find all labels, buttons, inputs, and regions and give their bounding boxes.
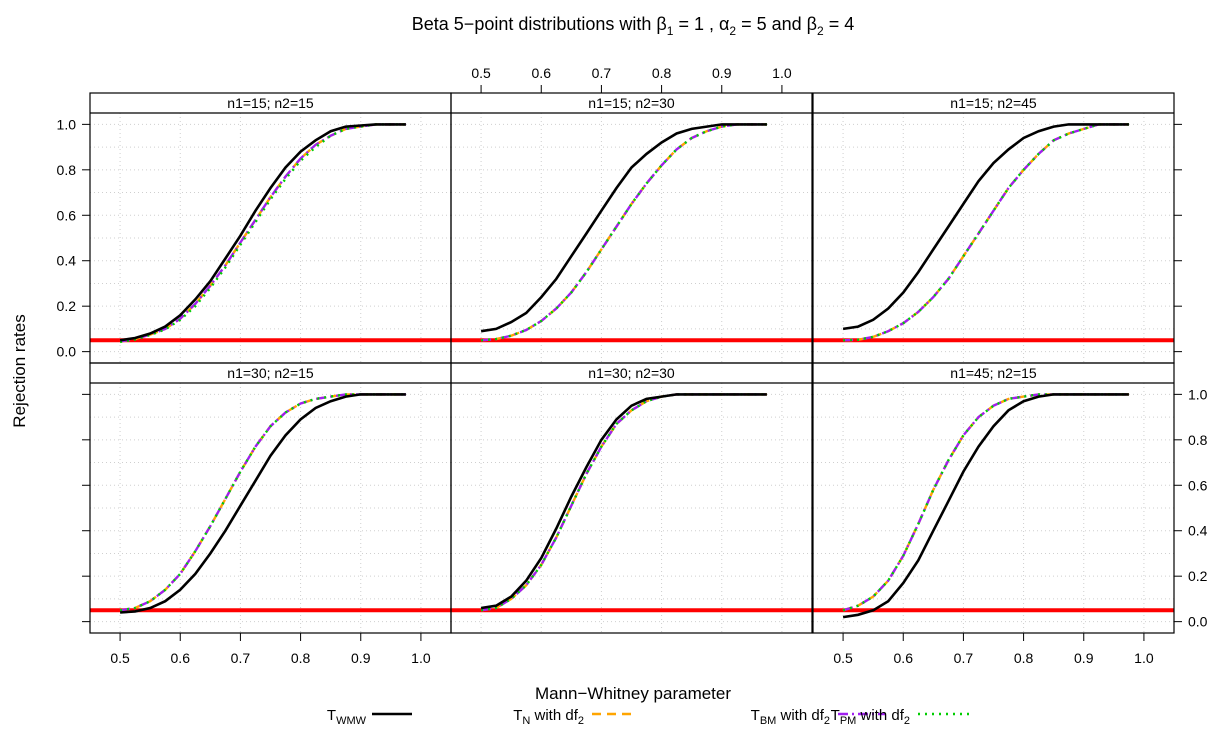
series-line-3-panel-3	[843, 123, 1129, 342]
panel-strip-2	[451, 93, 812, 113]
y-tick-label: 0.0	[1188, 614, 1208, 630]
panel-frame	[450, 362, 813, 634]
x-tick-label: 0.7	[592, 65, 612, 81]
y-tick-label: 1.0	[1188, 386, 1208, 402]
series-line-1-panel-6	[842, 393, 1129, 619]
panel-frame	[450, 92, 813, 364]
panel-title-1: n1=15; n2=15	[227, 95, 314, 111]
series-line-3-panel-1	[119, 123, 406, 343]
y-tick-label: 0.4	[57, 253, 77, 269]
x-tick-label: 0.7	[231, 650, 251, 666]
series-line-3-panel-6	[842, 393, 1129, 612]
legend: TWMW TN with df2 TBM with df2 TPM with df2	[327, 707, 970, 727]
x-tick-label: 1.0	[1134, 650, 1154, 666]
panel-strip-4	[90, 363, 451, 383]
panel-strip-3	[813, 93, 1174, 113]
chart-title: Beta 5−point distributions with β1 = 1 ,…	[412, 14, 854, 38]
y-tick-label: 1.0	[57, 116, 77, 132]
series-line-2-panel-5	[480, 393, 767, 612]
series-line-2-panel-6	[842, 393, 1129, 612]
y-tick-label: 0.6	[57, 207, 77, 223]
y-tick-label: 0.8	[1188, 432, 1208, 448]
y-tick-label: 0.0	[57, 344, 77, 360]
x-axis-title: Mann−Whitney parameter	[535, 684, 731, 703]
panel-grid: n1=15; n2=15 n1=15; n2=30 n1=15; n2=45 n1=3…	[57, 65, 1208, 666]
series-line-4-panel-1	[119, 123, 406, 344]
series-line-4-panel-5	[480, 393, 767, 612]
series-line-1-panel-2	[480, 123, 767, 333]
panel-title-3: n1=15; n2=45	[950, 95, 1037, 111]
series-line-4-panel-2	[481, 123, 767, 342]
series-line-1-panel-1	[119, 123, 406, 342]
legend-label-4: TPM with df2	[831, 707, 910, 727]
x-tick-label: 0.9	[1074, 650, 1094, 666]
x-tick-label: 0.8	[652, 65, 672, 81]
series-line-1-panel-5	[480, 393, 767, 610]
x-tick-label: 0.5	[110, 650, 130, 666]
x-tick-label: 0.9	[351, 650, 371, 666]
series-line-4-panel-3	[843, 123, 1129, 342]
panel-title-2: n1=15; n2=30	[588, 95, 675, 111]
x-tick-label: 1.0	[772, 65, 792, 81]
x-tick-label: 1.0	[411, 650, 431, 666]
series-line-3-panel-4	[119, 393, 406, 612]
series-line-4-panel-6	[842, 393, 1129, 612]
y-tick-label: 0.8	[57, 162, 77, 178]
series-line-2-panel-4	[119, 393, 406, 612]
series-line-4-panel-4	[119, 393, 406, 612]
panel-strip-5	[451, 363, 812, 383]
y-tick-label: 0.2	[1188, 568, 1208, 584]
panel-frame	[89, 92, 452, 364]
x-tick-label: 0.9	[712, 65, 732, 81]
panel-strip-1	[90, 93, 451, 113]
panel-title-4: n1=30; n2=15	[227, 365, 314, 381]
series-line-2-panel-1	[119, 123, 406, 343]
legend-label-1: TWMW	[327, 707, 367, 727]
x-tick-label: 0.5	[833, 650, 853, 666]
panel-strip-6	[813, 363, 1174, 383]
panel-frame	[812, 362, 1175, 634]
x-tick-label: 0.6	[171, 650, 191, 666]
y-tick-label: 0.4	[1188, 523, 1208, 539]
legend-label-3: TBM with df2	[751, 707, 830, 727]
x-tick-label: 0.8	[1014, 650, 1034, 666]
y-axis-title: Rejection rates	[10, 314, 29, 427]
panel-title-5: n1=30; n2=30	[588, 365, 675, 381]
series-line-3-panel-5	[480, 393, 767, 612]
x-tick-label: 0.7	[954, 650, 974, 666]
series-line-1-panel-4	[120, 393, 406, 614]
panel-title-6: n1=45; n2=15	[950, 365, 1037, 381]
x-tick-label: 0.8	[291, 650, 311, 666]
series-line-2-panel-3	[843, 123, 1129, 342]
x-tick-label: 0.6	[532, 65, 552, 81]
x-tick-label: 0.6	[894, 650, 914, 666]
y-tick-label: 0.6	[1188, 477, 1208, 493]
legend-label-2: TN with df2	[513, 707, 584, 727]
series-line-3-panel-2	[481, 123, 767, 342]
series-line-2-panel-2	[481, 123, 767, 342]
x-tick-label: 0.5	[471, 65, 491, 81]
y-tick-label: 0.2	[57, 298, 77, 314]
panel-frame	[89, 362, 452, 634]
series-line-1-panel-3	[842, 123, 1129, 331]
